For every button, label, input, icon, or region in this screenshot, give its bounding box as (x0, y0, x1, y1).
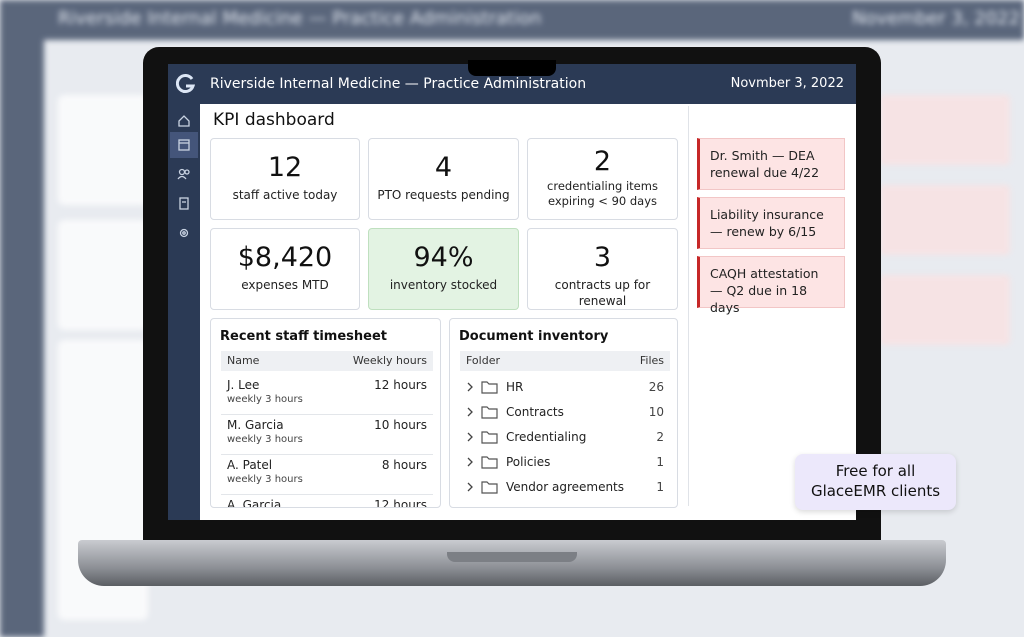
file-count: 10 (648, 405, 664, 419)
kpi-card[interactable]: 94% inventory stocked (368, 228, 519, 310)
staff-name: M. Garcia (227, 418, 284, 432)
header-title: Riverside Internal Medicine — Practice A… (210, 76, 587, 92)
column-header: Weekly hours (352, 354, 427, 367)
table-header: Name Weekly hours (221, 351, 433, 371)
kpi-value: 3 (593, 242, 612, 273)
bg-sidebar (0, 0, 44, 637)
bg-alert (880, 95, 1010, 165)
staff-hours: 8 hours (381, 458, 427, 472)
timesheet-row[interactable]: 8 hours A. Patel weekly 3 hours (221, 455, 433, 495)
sidebar (168, 104, 200, 520)
folder-row[interactable]: 1 Vendor agreements (460, 475, 670, 500)
folder-name: Credentialing (506, 430, 587, 444)
documents-panel: Document inventory Folder Files 26 HR 10 Con… (449, 318, 678, 508)
trackpad-notch (447, 552, 577, 562)
divider (688, 106, 689, 506)
promo-badge: Free for all GlaceEMR clients (795, 454, 956, 510)
file-count: 1 (656, 480, 664, 494)
file-count: 2 (656, 430, 664, 444)
column-header: Name (227, 354, 260, 367)
kpi-value: 12 (267, 152, 303, 183)
header-date: Novmber 3, 2022 (730, 76, 844, 91)
folder-icon (467, 381, 498, 394)
bg-alert (880, 275, 1010, 345)
kpi-value: 2 (593, 146, 612, 177)
folder-name: Vendor agreements (506, 480, 625, 494)
timesheet-panel: Recent staff timesheet Name Weekly hours … (210, 318, 441, 508)
staff-name: J. Lee (227, 378, 260, 392)
kpi-card[interactable]: 2 credentialing items expiring < 90 days (527, 138, 678, 220)
folder-name: HR (506, 380, 524, 394)
kpi-value: 4 (434, 152, 453, 183)
kpi-card[interactable]: 4 PTO requests pending (368, 138, 519, 220)
bg-date: November 3, 2022 (852, 8, 1021, 29)
folder-icon (467, 481, 498, 494)
bg-alert (880, 185, 1010, 255)
alert-card[interactable]: Liability insurance — renew by 6/15 (697, 197, 845, 249)
timesheet-row[interactable]: 12 hours J. Lee weekly 3 hours (221, 375, 433, 415)
kpi-label: expenses MTD (241, 278, 329, 292)
staff-name: A. Patel (227, 458, 273, 472)
page-title: KPI dashboard (213, 110, 335, 130)
bg-card (58, 220, 148, 330)
alert-card[interactable]: CAQH attestation — Q2 due in 18 days (697, 256, 845, 315)
kpi-label: credentialing items expiring < 90 days (547, 179, 658, 208)
staff-detail: weekly 3 hours (227, 394, 303, 405)
kpi-value: $8,420 (237, 242, 333, 273)
timesheet-row[interactable]: 10 hours M. Garcia weekly 3 hours (221, 415, 433, 455)
staff-hours: 10 hours (374, 418, 427, 432)
folder-name: Policies (506, 455, 551, 469)
camera-notch (468, 60, 556, 76)
column-header: Files (639, 354, 664, 367)
badge-line: GlaceEMR clients (810, 482, 941, 500)
bg-card (58, 95, 148, 205)
kpi-card[interactable]: $8,420 expenses MTD (210, 228, 360, 310)
kpi-card[interactable]: 12 staff active today (210, 138, 360, 220)
folder-row[interactable]: 1 Policies (460, 450, 670, 475)
file-count: 26 (648, 380, 664, 394)
file-count: 1 (656, 455, 664, 469)
folder-icon (467, 456, 498, 469)
badge-line: Free for all (835, 462, 916, 480)
kpi-label: contracts up for renewal (554, 278, 651, 308)
table-header: Folder Files (460, 351, 670, 371)
panel-title: Recent staff timesheet (220, 329, 388, 344)
column-header: Folder (466, 354, 500, 367)
nav-icons[interactable] (168, 104, 200, 254)
logo[interactable] (176, 74, 196, 94)
alert-card[interactable]: Dr. Smith — DEA renewal due 4/22 (697, 138, 845, 190)
kpi-value: 94% (413, 242, 474, 273)
kpi-label: inventory stocked (389, 278, 498, 292)
kpi-label: PTO requests pending (377, 188, 510, 202)
folder-row[interactable]: 2 Credentialing (460, 425, 670, 450)
staff-hours: 12 hours (374, 498, 427, 508)
folder-icon (467, 431, 498, 444)
folder-icon (467, 406, 498, 419)
panel-title: Document inventory (459, 329, 609, 344)
staff-detail: weekly 3 hours (227, 434, 303, 445)
staff-name: A. Garcia (227, 498, 282, 508)
kpi-label: staff active today (232, 188, 338, 202)
staff-detail: weekly 3 hours (227, 474, 303, 485)
folder-row[interactable]: 10 Contracts (460, 400, 670, 425)
bg-header (0, 0, 1024, 40)
kpi-card[interactable]: 3 contracts up for renewal (527, 228, 678, 310)
folder-name: Contracts (506, 405, 564, 419)
folder-row[interactable]: 26 HR (460, 375, 670, 400)
laptop-base (78, 540, 946, 586)
staff-hours: 12 hours (374, 378, 427, 392)
bg-header-title: Riverside Internal Medicine — Practice A… (58, 8, 542, 29)
